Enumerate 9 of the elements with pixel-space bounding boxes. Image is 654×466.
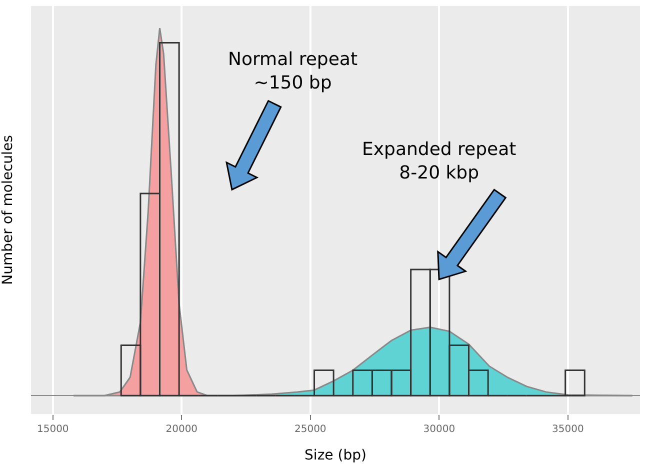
- annotation: Normal repeat ~150 bp: [228, 49, 358, 94]
- x-tick-label: 15000: [36, 424, 69, 435]
- y-axis-title: Number of molecules: [0, 135, 16, 285]
- x-tick-label: 25000: [294, 424, 326, 435]
- x-tick-label: 35000: [552, 424, 584, 435]
- annotation: Expanded repeat 8-20 kbp: [362, 139, 516, 184]
- x-axis-title: Size (bp): [304, 447, 366, 464]
- x-tick-label: 30000: [423, 424, 456, 435]
- x-tick-label: 20000: [166, 424, 198, 435]
